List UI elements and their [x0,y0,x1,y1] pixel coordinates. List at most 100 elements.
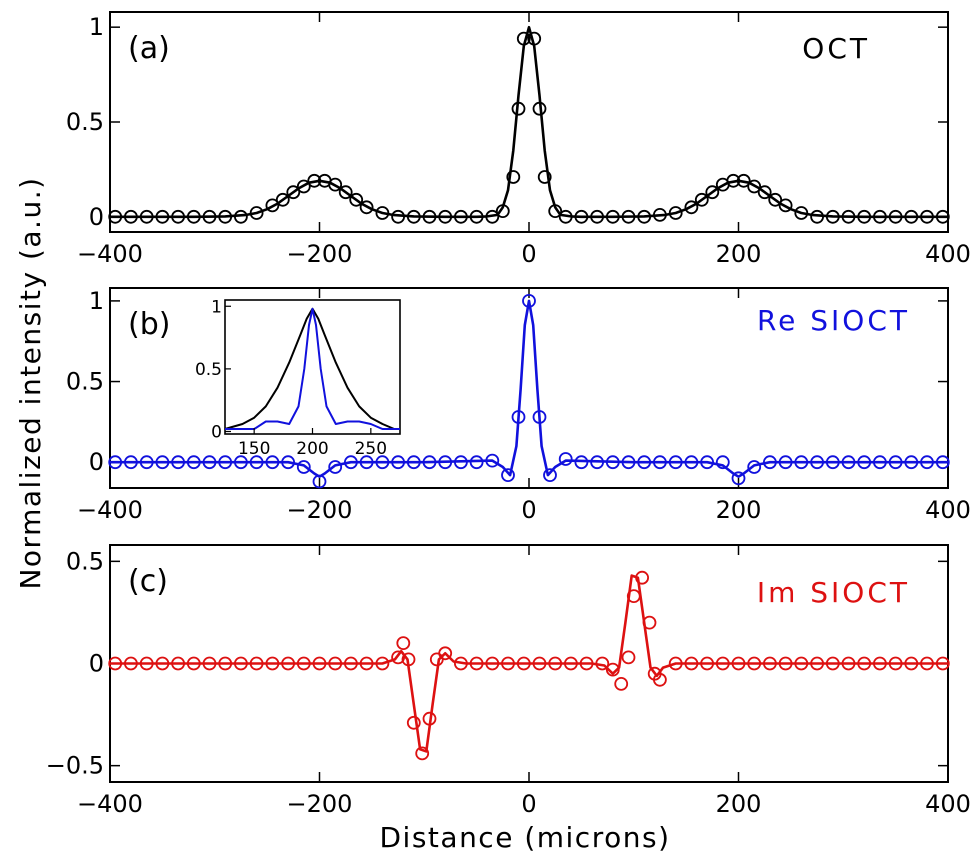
data-point [438,209,453,224]
data-point [527,31,542,46]
data-point [642,615,657,630]
x-tick-label: 400 [925,790,971,818]
data-point [747,656,762,671]
data-point [653,455,667,470]
data-point [841,656,856,671]
data-point [186,656,201,671]
data-point [548,204,563,219]
data-point [705,185,720,200]
inset-plot: 150 200 250 0 0.5 1 [195,297,401,459]
x-tick-label: 0 [521,240,536,268]
data-point [108,656,123,671]
data-point [543,468,557,483]
x-tick-label: 200 [716,240,762,268]
data-point [888,656,903,671]
x-tick-label: −400 [77,496,143,524]
panel-label: (b) [128,307,170,342]
data-point [757,185,772,200]
data-point [715,656,730,671]
data-point [171,656,186,671]
data-point [469,209,484,224]
data-point [485,656,500,671]
data-point [275,192,290,207]
data-point [406,715,421,730]
data-point [825,656,840,671]
data-point [621,455,636,470]
data-point [653,207,667,222]
y-tick-label: 0 [89,448,104,476]
data-point [108,209,123,224]
data-point [935,209,950,224]
data-point [375,455,390,470]
data-point [429,652,444,667]
data-point [233,209,248,224]
data-point [857,656,872,671]
data-point [635,570,649,585]
data-point [453,656,468,671]
data-point [904,455,919,470]
data-point [396,636,411,650]
data-point [605,662,620,677]
data-point [265,656,280,671]
data-point [684,200,699,215]
data-point [139,209,154,224]
x-tick-label: 200 [716,496,762,524]
x-tick-label: −200 [287,496,353,524]
data-point [511,410,526,424]
data-point [233,455,248,470]
data-point [637,209,652,224]
data-point [590,455,604,470]
data-point [778,455,793,470]
data-point [920,209,934,224]
data-point [794,455,809,470]
data-point [537,170,552,184]
x-tick-label: 400 [925,496,971,524]
data-point [391,455,406,470]
data-point [422,455,437,470]
data-point [621,650,636,665]
data-point [218,455,233,470]
data-point [873,656,887,671]
data-point [338,185,353,200]
data-point [810,209,824,224]
data-point [904,209,919,224]
data-point [810,455,824,470]
data-point [328,656,343,671]
inset-x-tick-label: 150 [238,439,270,459]
data-point [155,209,170,224]
x-tick-label: −200 [287,790,353,818]
data-point [186,455,201,470]
data-point [375,206,390,220]
data-point [763,656,777,671]
data-point [810,656,824,671]
data-point [516,656,531,671]
inset-line-1 [225,307,400,430]
data-point [920,455,934,470]
data-point [108,455,123,470]
data-point [747,460,762,474]
data-point [422,209,437,224]
inset-x-tick-label: 250 [355,439,387,459]
data-point [485,453,500,468]
data-point [763,455,777,470]
data-point [794,206,809,220]
data-point [312,474,327,489]
data-point [825,455,840,470]
x-tick-label: −400 [77,240,143,268]
data-point [506,170,521,184]
panel-c: −400 −200 0 200 400 −0.5 0 0.5 (c) Im SIOCT [46,544,971,818]
data-point [401,652,416,667]
inset-y-tick-label: 1 [211,297,222,317]
data-point [281,656,296,671]
data-point [841,209,856,224]
data-point [296,179,311,194]
data-point [694,192,709,207]
inset-frame [224,299,401,435]
data-point [328,460,343,474]
data-point [391,650,406,665]
data-point [349,192,364,207]
data-point [469,656,484,671]
data-point [249,206,264,220]
data-point [359,455,374,470]
data-point [522,293,536,308]
